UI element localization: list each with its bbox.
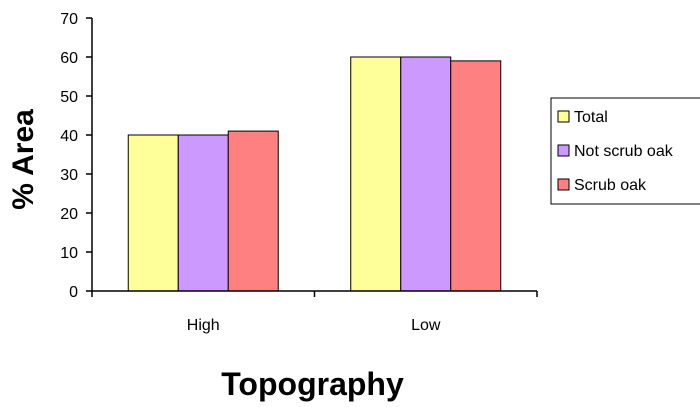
y-tick-label: 40 bbox=[60, 128, 78, 145]
y-tick-label: 70 bbox=[60, 11, 78, 28]
legend-swatch bbox=[557, 110, 570, 123]
bar-total-high bbox=[127, 134, 179, 292]
legend-swatch bbox=[557, 178, 570, 191]
x-axis-title: Topography bbox=[221, 366, 404, 402]
y-tick-label: 0 bbox=[69, 284, 78, 301]
x-tick-label: Low bbox=[411, 317, 441, 334]
legend-label: Scrub oak bbox=[574, 177, 647, 194]
y-tick-label: 50 bbox=[60, 89, 78, 106]
legend-box bbox=[550, 97, 700, 205]
bar-not-scrub-oak-high bbox=[177, 134, 229, 292]
legend-label: Not scrub oak bbox=[574, 143, 674, 160]
bar-scrub-oak-high bbox=[227, 130, 279, 292]
legend: Total Not scrub oak Scrub oak bbox=[550, 97, 700, 205]
bar-scrub-oak-low bbox=[450, 60, 502, 292]
x-tick-label: High bbox=[187, 317, 220, 334]
bar-total-low bbox=[350, 56, 402, 292]
y-tick-label: 10 bbox=[60, 245, 78, 262]
bar-not-scrub-oak-low bbox=[400, 56, 452, 292]
y-tick-label: 30 bbox=[60, 167, 78, 184]
y-tick-label: 20 bbox=[60, 206, 78, 223]
legend-label: Total bbox=[574, 109, 608, 126]
y-axis-title: % Area bbox=[7, 109, 40, 210]
y-tick-label: 60 bbox=[60, 50, 78, 67]
bars-layer bbox=[127, 56, 502, 292]
ticks-layer: 0 10 20 30 40 50 60 70 High Low bbox=[60, 11, 538, 334]
legend-swatch bbox=[557, 144, 570, 157]
